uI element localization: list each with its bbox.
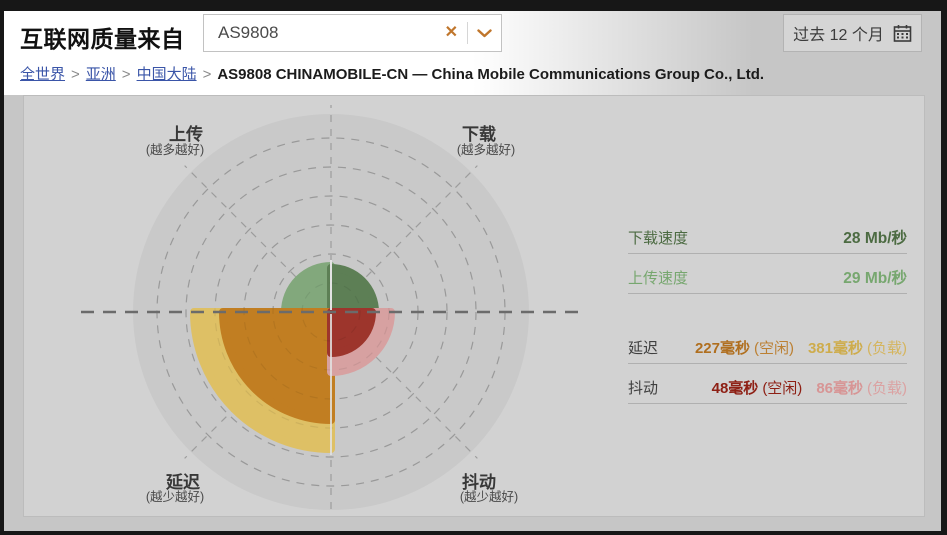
jitter-idle-value: 48毫秒 — [711, 380, 759, 397]
upload-speed-row: 上传速度 29 Mb/秒 — [628, 266, 907, 294]
header: 互联网质量来自 ✕ 过去 12 个月 — [4, 11, 941, 95]
jitter-row: 抖动 48毫秒 (空闲) 86毫秒 (负载) — [628, 377, 907, 404]
asn-search-input[interactable] — [204, 23, 436, 43]
jitter-loaded-suffix: (负载) — [867, 380, 907, 397]
window-frame-right — [941, 0, 947, 535]
clear-search-button[interactable]: ✕ — [436, 15, 467, 51]
grid-ring-5 — [185, 166, 477, 458]
breadcrumb-link-world[interactable]: 全世界 — [20, 66, 66, 83]
search-divider — [467, 22, 468, 44]
download-speed-value: 28 Mb/秒 — [843, 230, 907, 247]
chevron-down-icon — [477, 28, 492, 37]
grid-ring-overlay — [185, 166, 477, 458]
jitter-axis-sublabel: (越少越好) — [460, 490, 518, 504]
latency-idle-wedge — [219, 308, 335, 424]
jitter-label: 抖动 — [628, 380, 659, 397]
upload-speed-value: 29 Mb/秒 — [843, 270, 907, 287]
latency-row: 延迟 227毫秒 (空闲) 381毫秒 (负载) — [628, 337, 907, 364]
breadcrumb-separator: > — [121, 66, 131, 83]
latency-idle-suffix: (空闲) — [753, 340, 794, 357]
download-axis-sublabel: (越多越好) — [457, 143, 515, 157]
period-selector-button[interactable]: 过去 12 个月 — [783, 14, 922, 52]
breadcrumb-link-mainland-china[interactable]: 中国大陆 — [136, 66, 197, 83]
download-speed-row: 下载速度 28 Mb/秒 — [628, 226, 907, 254]
breadcrumb-separator: > — [71, 66, 80, 83]
jitter-idle-suffix: (空闲) — [762, 380, 803, 397]
period-label: 过去 12 个月 — [793, 27, 884, 44]
jitter-axis-label: 抖动 — [462, 472, 496, 492]
quality-chart-panel: 上传 (越多越好) 下载 (越多越好) 延迟 (越少越好) 抖动 (越少越好) 下载速度 28… — [23, 95, 925, 517]
download-wedge — [327, 264, 379, 316]
upload-axis-sublabel: (越多越好) — [146, 143, 204, 157]
latency-label: 延迟 — [628, 340, 659, 357]
breadcrumb-link-asia[interactable]: 亚洲 — [85, 66, 116, 83]
breadcrumb-current-asn: AS9808 CHINAMOBILE-CN — China Mobile Com… — [217, 66, 765, 83]
latency-axis-sublabel: (越少越好) — [146, 490, 204, 504]
download-speed-label: 下载速度 — [628, 230, 689, 247]
upload-axis-label: 上传 — [169, 124, 203, 144]
jitter-idle-wedge — [327, 308, 376, 357]
grid-spoke-225 — [184, 165, 316, 297]
breadcrumb: 全世界 > 亚洲 > 中国大陆 > AS9808 CHINAMOBILE-CN — Chin… — [20, 63, 764, 84]
page-title: 互联网质量来自 — [20, 26, 185, 52]
latency-idle-value: 227毫秒 — [694, 340, 750, 357]
jitter-loaded-value: 86毫秒 — [816, 380, 863, 397]
calendar-icon — [893, 24, 912, 42]
upload-speed-label: 上传速度 — [628, 270, 689, 287]
latency-loaded-value: 381毫秒 — [807, 340, 863, 357]
quadrant-radar-chart: 上传(越多越好)下载(越多越好)延迟(越少越好)抖动(越少越好) — [81, 105, 583, 516]
window-frame-left — [0, 0, 4, 535]
clear-icon: ✕ — [444, 24, 459, 41]
window-frame-bottom — [0, 531, 947, 535]
latency-loaded-suffix: (负载) — [867, 340, 907, 357]
upload-wedge — [281, 262, 335, 316]
grid-spoke-315 — [346, 165, 478, 297]
latency-axis-label: 延迟 — [165, 472, 200, 492]
breadcrumb-separator: > — [202, 66, 212, 83]
asn-search-box[interactable]: ✕ — [203, 14, 502, 52]
download-axis-label: 下载 — [462, 124, 496, 144]
window-frame-top — [0, 0, 947, 11]
search-dropdown-button[interactable] — [468, 15, 501, 51]
